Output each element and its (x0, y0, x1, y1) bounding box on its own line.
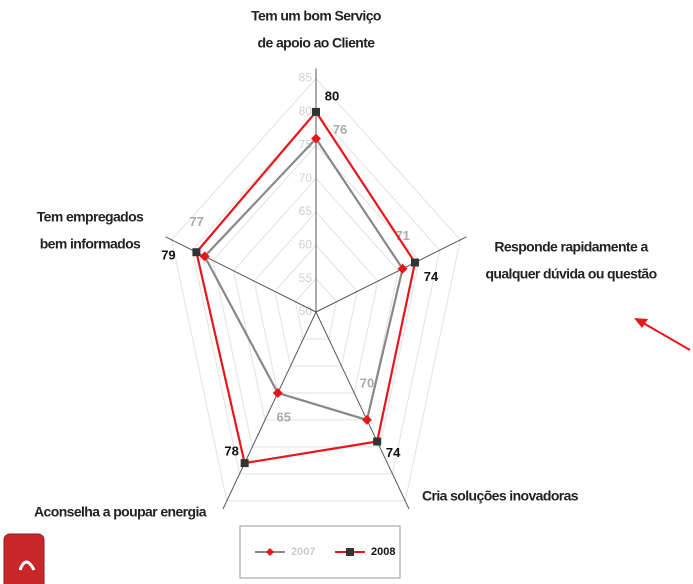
app-icon (3, 533, 45, 584)
marker (361, 414, 372, 425)
r-tick-label: 70 (299, 171, 313, 185)
category-label: Responde rapidamente a (494, 239, 648, 255)
marker (373, 437, 382, 446)
red-arrow (634, 318, 691, 351)
axis-line (222, 311, 317, 510)
value-label: 70 (360, 375, 374, 390)
r-tick-label: 65 (299, 204, 313, 218)
value-label: 76 (333, 122, 347, 137)
category-label: de apoio ao Cliente (258, 35, 376, 51)
marker (312, 107, 320, 116)
category-label: bem informados (40, 236, 141, 252)
grid-ring (171, 77, 461, 502)
series-line (203, 136, 404, 422)
axis-line (165, 236, 317, 313)
category-label: qualquer dúvida ou questão (485, 266, 656, 282)
value-label: 74 (424, 269, 439, 284)
r-tick-label: 80 (299, 104, 313, 118)
marker (410, 258, 419, 267)
r-tick-label: 85 (299, 71, 313, 85)
value-label: 65 (277, 409, 291, 424)
marker (311, 133, 321, 144)
value-label: 77 (189, 214, 203, 229)
grid-ring (274, 244, 358, 367)
grid-ring (253, 211, 379, 394)
r-tick-label: 60 (299, 237, 313, 251)
grid-ring (191, 111, 441, 475)
value-label: 78 (224, 444, 238, 459)
legend-label: 2008 (371, 546, 395, 558)
legend-marker (266, 548, 274, 556)
category-label: Tem empregados (37, 209, 144, 225)
grid-ring (232, 177, 400, 421)
r-tick-label: 50 (299, 304, 313, 318)
value-label: 80 (325, 88, 339, 103)
r-tick-label: 55 (299, 271, 313, 285)
value-label: 79 (161, 248, 175, 263)
marker (272, 387, 283, 398)
category-label: Cria soluções inovadoras (422, 488, 579, 504)
marker (397, 263, 408, 274)
axis-line (315, 311, 410, 510)
marker (199, 251, 210, 262)
value-label: 74 (386, 445, 401, 460)
marker (192, 248, 201, 257)
r-tick-label: 75 (299, 137, 313, 151)
category-label: Aconselha a poupar energia (34, 504, 207, 520)
grid-ring (294, 277, 338, 340)
series-line (195, 110, 417, 465)
marker (240, 459, 249, 468)
category-label: Tem um bom Serviço (251, 8, 381, 24)
legend-label: 2007 (291, 546, 315, 558)
axis-line (315, 236, 467, 313)
legend-marker (346, 548, 354, 556)
